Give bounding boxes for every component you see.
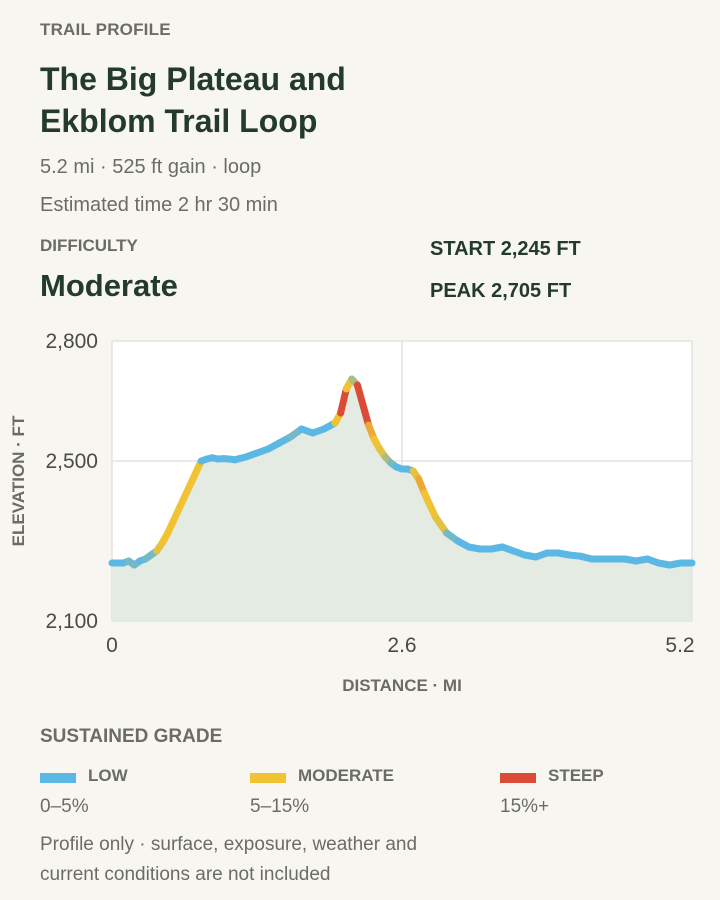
peak-elevation: PEAK 2,705 FT: [430, 280, 572, 302]
x-tick-label-0: 0: [106, 634, 118, 657]
y-tick-label-0: 2,800: [45, 330, 98, 353]
eyebrow-label: TRAIL PROFILE: [40, 20, 171, 39]
trail-title: The Big Plateau and Ekblom Trail Loop: [40, 61, 346, 139]
legend-name-low: LOW: [88, 766, 128, 785]
legend-range-low: 0–5%: [40, 796, 89, 817]
elevation-chart: 2,800 2,500 2,100 0 2.6 5.2 DISTANCE · MI ELE…: [9, 330, 696, 695]
legend-range-steep: 15%+: [500, 796, 550, 817]
elevation-area: [112, 379, 692, 621]
legend-swatch-moderate: [250, 773, 286, 783]
legend-range-moderate: 5–15%: [250, 796, 310, 817]
x-tick-label-1: 2.6: [387, 634, 416, 657]
footnote: Profile only · surface, exposure, weathe…: [40, 834, 418, 885]
legend-title: SUSTAINED GRADE: [40, 726, 223, 747]
legend-swatch-steep: [500, 773, 536, 783]
estimated-time: Estimated time 2 hr 30 min: [40, 194, 278, 216]
x-axis-title: DISTANCE · MI: [342, 676, 462, 695]
difficulty-label: DIFFICULTY: [40, 236, 138, 255]
elevation-segment-31: [337, 385, 350, 417]
x-tick-label-2: 5.2: [665, 634, 694, 657]
legend-swatch-low: [40, 773, 76, 783]
tick-labels: 2,800 2,500 2,100 0 2.6 5.2: [45, 330, 694, 657]
elevation-line: [108, 375, 696, 569]
trail-summary: 5.2 mi · 525 ft gain · loop: [40, 156, 262, 178]
y-tick-label-2: 2,100: [45, 610, 98, 633]
legend-name-moderate: MODERATE: [298, 766, 395, 785]
y-axis-title: ELEVATION · FT: [9, 415, 28, 546]
difficulty-value: Moderate: [40, 268, 178, 303]
legend-name-steep: STEEP: [548, 766, 604, 785]
y-tick-label-1: 2,500: [45, 450, 98, 473]
start-elevation: START 2,245 FT: [430, 238, 581, 260]
